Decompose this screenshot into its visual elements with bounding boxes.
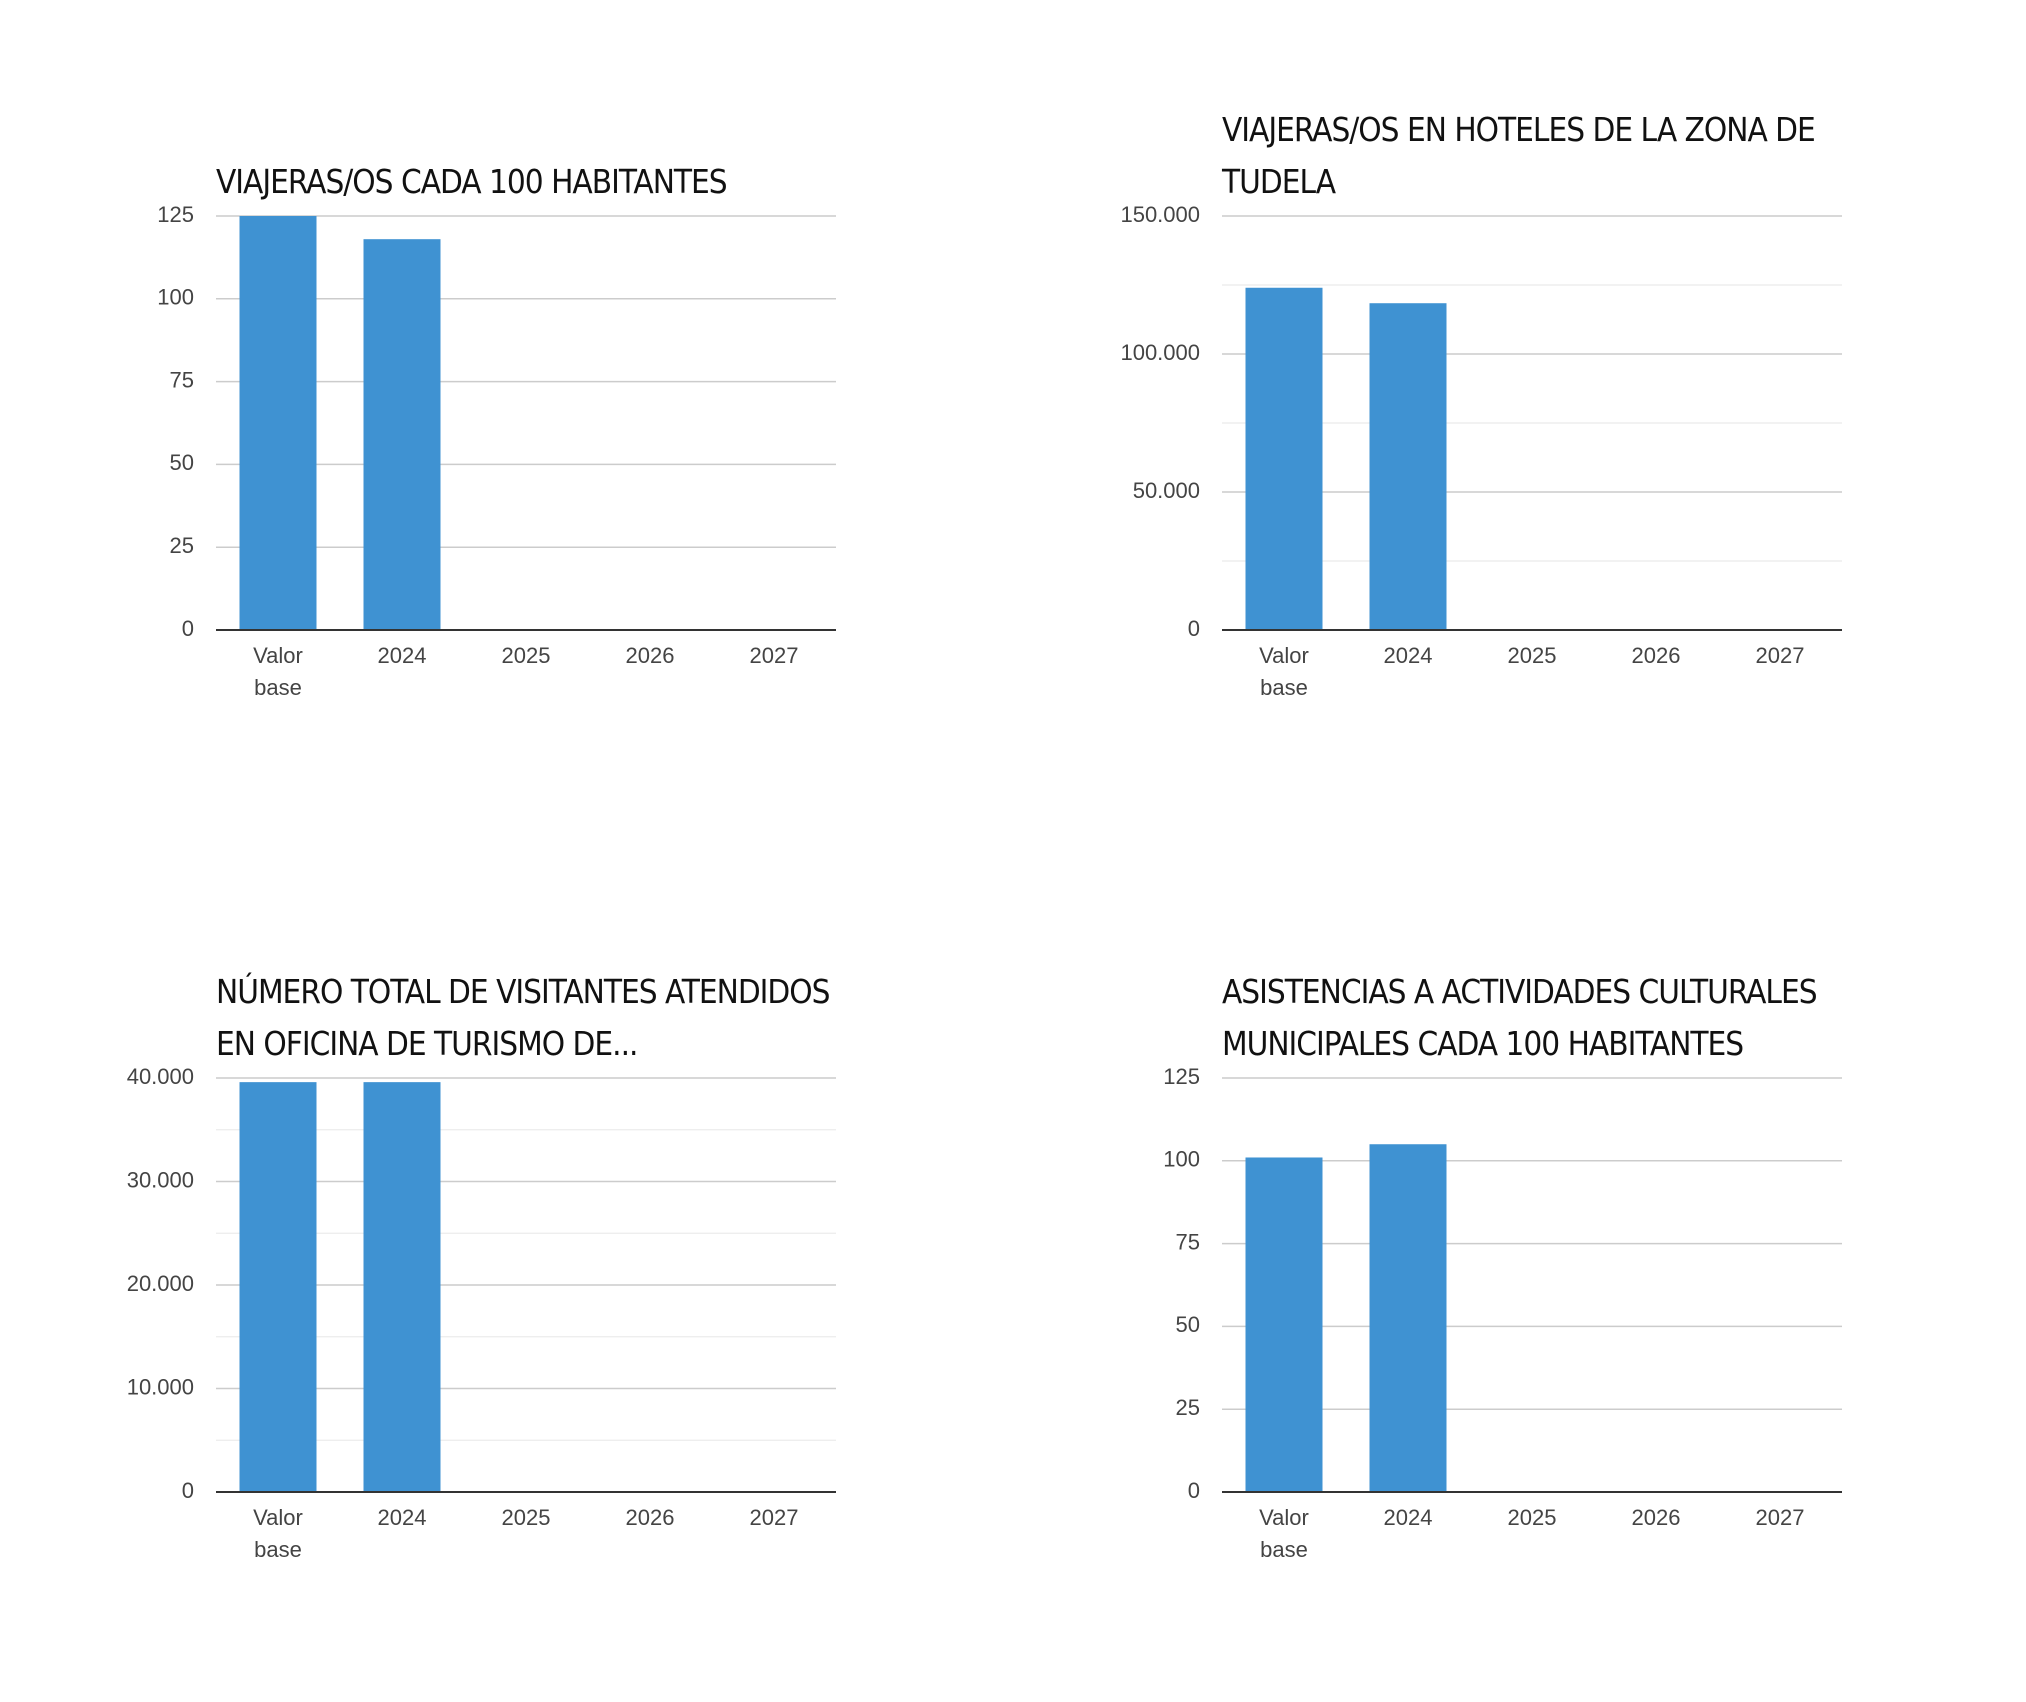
bar bbox=[1245, 287, 1323, 630]
x-tick-label: 2024 bbox=[377, 1505, 427, 1530]
x-tick-label: 2027 bbox=[749, 643, 799, 668]
bar bbox=[239, 216, 317, 630]
y-tick-label: 10.000 bbox=[127, 1374, 194, 1399]
x-tick-label: 2026 bbox=[1631, 1505, 1681, 1530]
chart-title: VIAJERAS/OS CADA 100 HABITANTES bbox=[216, 162, 728, 201]
y-tick-label: 30.000 bbox=[127, 1167, 194, 1192]
y-tick-label: 50 bbox=[170, 450, 194, 475]
x-tick-label: 2027 bbox=[1755, 1505, 1805, 1530]
y-tick-label: 40.000 bbox=[127, 1064, 194, 1089]
x-tick-label: 2027 bbox=[1755, 643, 1805, 668]
x-tick-label: 2025 bbox=[1507, 1505, 1557, 1530]
y-tick-label: 0 bbox=[182, 1478, 194, 1503]
y-tick-label: 25 bbox=[1176, 1395, 1200, 1420]
x-tick-label: 2025 bbox=[1507, 643, 1557, 668]
y-tick-label: 75 bbox=[1176, 1229, 1200, 1254]
y-tick-label: 50.000 bbox=[1133, 478, 1200, 503]
x-tick-label: 2026 bbox=[625, 1505, 675, 1530]
x-tick-label: 2026 bbox=[625, 643, 675, 668]
y-tick-label: 125 bbox=[157, 202, 194, 227]
x-tick-label: 2024 bbox=[1383, 643, 1433, 668]
y-tick-label: 150.000 bbox=[1120, 202, 1200, 227]
x-tick-label: 2024 bbox=[1383, 1505, 1433, 1530]
x-tick-label: 2025 bbox=[501, 643, 551, 668]
y-tick-label: 100.000 bbox=[1120, 340, 1200, 365]
x-tick-label: 2025 bbox=[501, 1505, 551, 1530]
x-tick-label: 2027 bbox=[749, 1505, 799, 1530]
chart-title: ASISTENCIAS A ACTIVIDADES CULTURALES MUN… bbox=[1222, 972, 1818, 1063]
chart-title: VIAJERAS/OS EN HOTELES DE LA ZONA DE TUD… bbox=[1222, 110, 1816, 201]
x-tick-label: Valor base bbox=[253, 643, 303, 700]
bar bbox=[1369, 1144, 1447, 1492]
bar bbox=[1245, 1157, 1323, 1492]
y-tick-label: 50 bbox=[1176, 1312, 1200, 1337]
chart-title: NÚMERO TOTAL DE VISITANTES ATENDIDOS EN … bbox=[216, 972, 831, 1063]
y-tick-label: 125 bbox=[1163, 1064, 1200, 1089]
x-tick-label: Valor base bbox=[1259, 1505, 1309, 1562]
x-tick-label: Valor base bbox=[1259, 643, 1309, 700]
y-tick-label: 25 bbox=[170, 533, 194, 558]
y-tick-label: 75 bbox=[170, 367, 194, 392]
x-tick-label: 2024 bbox=[377, 643, 427, 668]
y-tick-label: 100 bbox=[157, 285, 194, 310]
bar bbox=[1369, 303, 1447, 630]
y-tick-label: 0 bbox=[1188, 1478, 1200, 1503]
y-tick-label: 20.000 bbox=[127, 1271, 194, 1296]
bar bbox=[363, 1082, 441, 1492]
x-tick-label: 2026 bbox=[1631, 643, 1681, 668]
y-tick-label: 0 bbox=[182, 616, 194, 641]
x-tick-label: Valor base bbox=[253, 1505, 303, 1562]
bar bbox=[363, 239, 441, 630]
y-tick-label: 100 bbox=[1163, 1147, 1200, 1172]
y-tick-label: 0 bbox=[1188, 616, 1200, 641]
bar bbox=[239, 1082, 317, 1492]
